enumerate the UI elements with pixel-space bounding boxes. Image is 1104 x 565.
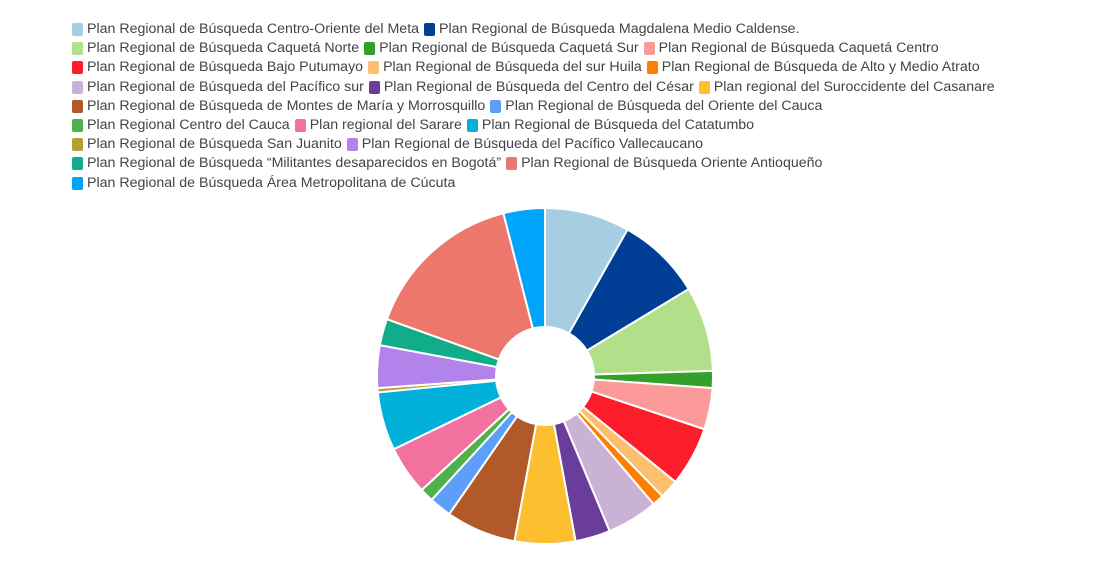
legend-label: Plan Regional de Búsqueda Magdalena Medi… [439,21,800,37]
legend-item[interactable]: Plan Regional de Búsqueda del Catatumbo [466,116,755,135]
legend-item[interactable]: Plan Regional de Búsqueda del Pacífico s… [72,78,364,97]
legend-item[interactable]: Plan Regional de Búsqueda Oriente Antioq… [506,154,822,173]
legend-swatch [72,176,83,190]
legend-item[interactable]: Plan Regional Centro del Cauca [72,116,290,135]
legend-item[interactable]: Plan Regional de Búsqueda del Oriente de… [490,97,822,116]
legend-label: Plan Regional de Búsqueda del Pacífico s… [87,78,364,95]
legend-label: Plan Regional de Búsqueda Área Metropoli… [87,174,456,191]
legend-label: Plan Regional de Búsqueda Caquetá Sur [379,40,639,57]
legend-swatch [294,119,306,133]
legend-item[interactable]: Plan Regional de Búsqueda Centro-Oriente… [72,20,419,39]
legend-swatch [72,99,83,113]
legend-label: Plan Regional de Búsqueda del Catatumbo [481,116,755,133]
legend-swatch [72,119,83,133]
legend-label: Plan regional del Sarare [309,116,462,133]
legend-row: Plan Regional de Búsqueda Bajo Putumayo P… [72,58,1082,77]
legend-label: Plan Regional Centro del Cauca [87,116,290,133]
legend-swatch [698,80,710,94]
legend-swatch [368,80,380,94]
legend-label: Plan Regional de Búsqueda del Centro del… [383,78,694,95]
legend-swatch [646,61,658,75]
legend-swatch [72,80,83,94]
legend-swatch [364,42,376,56]
legend-item[interactable]: Plan Regional de Búsqueda Caquetá Sur [364,39,639,58]
legend-row: Plan Regional de Búsqueda del Pacífico s… [72,78,1082,97]
legend-label: Plan Regional de Búsqueda Caquetá Centro [658,40,939,57]
legend-swatch [72,23,83,37]
legend-label: Plan Regional de Búsqueda Bajo Putumayo [87,59,364,76]
legend-row: Plan Regional de Búsqueda Centro-Oriente… [72,20,1082,39]
legend-row: Plan Regional de Búsqueda San Juanito Pla… [72,135,1082,154]
legend-swatch [643,42,655,56]
legend-label: Plan Regional de Búsqueda del Oriente de… [505,97,823,114]
pie-slice[interactable] [502,206,546,330]
legend-label: Plan Regional de Búsqueda Oriente Antioq… [521,155,823,172]
legend-item[interactable]: Plan regional del Sarare [294,116,462,135]
legend-item[interactable]: Plan Regional de Búsqueda Caquetá Centro [643,39,939,58]
legend-item[interactable]: Plan Regional de Búsqueda de Alto y Medi… [646,58,980,77]
legend-item[interactable]: Plan Regional de Búsqueda Bajo Putumayo [72,58,363,77]
legend-label: Plan regional del Suroccidente del Casan… [713,78,995,95]
legend-item[interactable]: Plan Regional de Búsqueda San Juanito [72,135,342,154]
legend-item[interactable]: Plan Regional de Búsqueda Caquetá Norte [72,39,359,58]
legend-swatch [368,61,380,75]
legend-swatch [466,119,478,133]
legend-swatch [490,99,502,113]
legend-swatch [424,23,436,37]
legend-swatch [72,138,83,152]
legend-item[interactable]: Plan Regional de Búsqueda del Pacífico V… [346,135,704,154]
legend-item[interactable]: Plan Regional de Búsqueda del Centro del… [368,78,694,97]
pie-slice[interactable] [385,212,535,361]
legend-label: Plan Regional de Búsqueda “Militantes de… [87,155,502,172]
legend-swatch [72,42,83,56]
legend-item[interactable]: Plan Regional de Búsqueda “Militantes de… [72,154,501,173]
legend-row: Plan Regional de Búsqueda “Militantes de… [72,154,1082,173]
legend-swatch [72,61,83,75]
legend-label: Plan Regional de Búsqueda de Alto y Medi… [661,59,980,76]
legend-item[interactable]: Plan Regional de Búsqueda de Montes de M… [72,97,485,116]
legend-item[interactable]: Plan regional del Suroccidente del Casan… [698,78,995,97]
legend-item[interactable]: Plan Regional de Búsqueda Magdalena Medi… [424,20,800,39]
legend-swatch [72,157,83,171]
legend-label: Plan Regional de Búsqueda del sur Huila [383,59,642,76]
legend-row: Plan Regional de Búsqueda Área Metropoli… [72,174,1082,193]
legend-row: Plan Regional de Búsqueda Caquetá Norte P… [72,39,1082,58]
legend-swatch [506,157,518,171]
legend-label: Plan Regional de Búsqueda Centro-Oriente… [87,21,420,37]
legend-swatch [346,138,358,152]
legend-label: Plan Regional de Búsqueda San Juanito [87,136,342,153]
legend-item[interactable]: Plan Regional de Búsqueda del sur Huila [368,58,642,77]
legend-label: Plan Regional de Búsqueda de Montes de M… [87,97,486,114]
legend-label: Plan Regional de Búsqueda Caquetá Norte [87,40,360,57]
legend-label: Plan Regional de Búsqueda del Pacífico V… [361,136,704,153]
legend-item[interactable]: Plan Regional de Búsqueda Área Metropoli… [72,174,455,193]
legend-row: Plan Regional Centro del Cauca Plan regio… [72,116,1082,135]
chart-legend: Plan Regional de Búsqueda Centro-Oriente… [72,20,1082,193]
legend-row: Plan Regional de Búsqueda de Montes de M… [72,97,1082,116]
